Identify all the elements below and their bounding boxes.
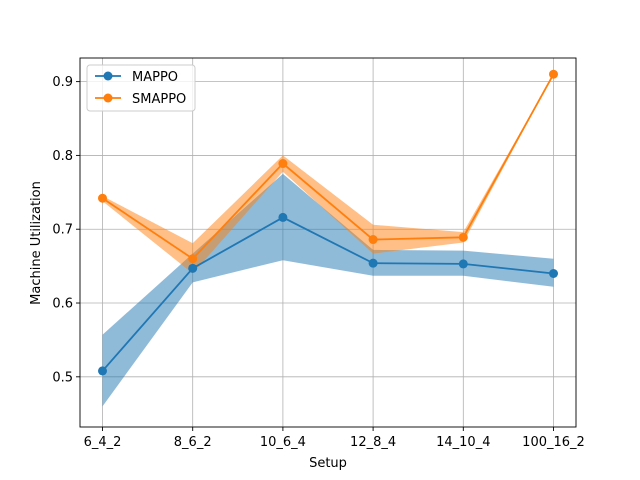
series-line-smappo: [101, 73, 555, 260]
point-mappo: [368, 258, 378, 268]
x-tick-label: 100_16_2: [522, 435, 585, 450]
point-mappo: [98, 366, 107, 376]
y-tick-label: 0.8: [52, 149, 73, 164]
point-mappo: [278, 212, 288, 222]
point-mappo: [458, 259, 468, 269]
x-tick-label: 10_6_4: [260, 435, 306, 450]
series-line-mappo: [101, 216, 554, 372]
point-smappo: [549, 69, 558, 79]
x-tick-label: 14_10_4: [436, 435, 490, 450]
point-mappo: [549, 268, 558, 278]
plot-frame: [79, 57, 577, 428]
y-tick-label: 0.6: [52, 297, 73, 312]
confidence-bands: [102, 74, 554, 407]
band-smappo: [102, 74, 554, 274]
legend-smappo-marker: [103, 93, 113, 103]
point-smappo: [458, 232, 468, 242]
y-axis-label: Machine Utilization: [29, 181, 44, 305]
x-tick-label: 8_6_2: [174, 435, 212, 450]
point-mappo: [188, 263, 198, 273]
legend-smappo-label: SMAPPO: [132, 92, 186, 107]
x-tick-label: 6_4_2: [84, 435, 122, 450]
point-smappo: [368, 235, 378, 245]
legend-mappo-marker: [103, 71, 113, 81]
legend: MAPPO SMAPPO: [86, 64, 196, 112]
point-smappo: [188, 254, 198, 264]
axes: 6_4_2 8_6_2 10_6_4 12_8_4 14_10_4 100_16_2 0.5…: [52, 57, 585, 450]
point-smappo: [98, 193, 107, 203]
legend-mappo-label: MAPPO: [132, 70, 178, 85]
y-tick-label: 0.5: [52, 370, 73, 385]
y-tick-label: 0.7: [52, 223, 73, 238]
point-smappo: [278, 159, 288, 169]
series-lines: [98, 69, 558, 376]
x-tick-label: 12_8_4: [350, 435, 396, 450]
y-tick-label: 0.9: [52, 75, 73, 90]
x-axis-label: Setup: [309, 456, 347, 471]
band-mappo: [102, 173, 554, 407]
